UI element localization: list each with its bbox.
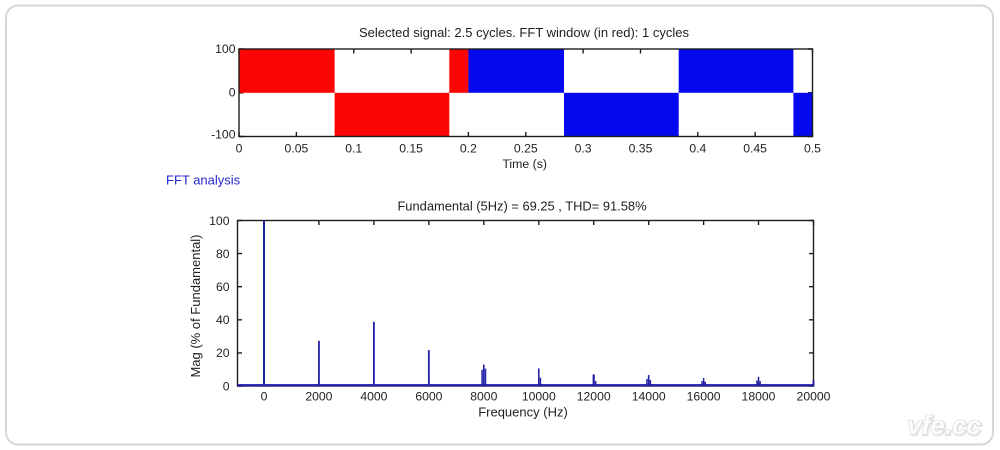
svg-text:-100: -100: [211, 127, 236, 141]
svg-text:18000: 18000: [742, 389, 776, 403]
svg-text:0.3: 0.3: [575, 142, 592, 156]
svg-text:8000: 8000: [470, 389, 497, 403]
svg-text:6000: 6000: [415, 389, 442, 403]
svg-text:0.25: 0.25: [514, 142, 538, 156]
svg-text:vfe.cc: vfe.cc: [907, 410, 981, 440]
svg-text:100: 100: [215, 42, 236, 56]
svg-text:100: 100: [209, 214, 230, 228]
svg-text:2000: 2000: [305, 389, 332, 403]
svg-text:vfe.cc: vfe.cc: [908, 411, 982, 441]
svg-text:0.15: 0.15: [399, 142, 423, 156]
svg-text:0: 0: [223, 379, 230, 393]
svg-text:16000: 16000: [687, 389, 721, 403]
svg-text:60: 60: [216, 280, 230, 294]
svg-text:20000: 20000: [797, 389, 831, 403]
svg-text:Time (s): Time (s): [502, 157, 547, 171]
svg-text:80: 80: [216, 247, 230, 261]
svg-text:4000: 4000: [360, 389, 387, 403]
svg-text:0.2: 0.2: [460, 142, 477, 156]
svg-text:0.1: 0.1: [345, 142, 362, 156]
svg-text:14000: 14000: [632, 389, 666, 403]
svg-text:10000: 10000: [522, 389, 556, 403]
svg-text:0.05: 0.05: [285, 142, 309, 156]
svg-text:0.45: 0.45: [743, 142, 767, 156]
svg-text:Mag (% of Fundamental): Mag (% of Fundamental): [188, 234, 203, 377]
svg-text:0.35: 0.35: [629, 142, 653, 156]
svg-text:0: 0: [261, 389, 268, 403]
svg-text:0.5: 0.5: [804, 142, 821, 156]
svg-text:12000: 12000: [577, 389, 611, 403]
svg-text:0: 0: [229, 85, 236, 99]
svg-text:Selected signal: 2.5 cycles. F: Selected signal: 2.5 cycles. FFT window …: [359, 25, 689, 40]
svg-text:Fundamental (5Hz) = 69.25 , TH: Fundamental (5Hz) = 69.25 , THD= 91.58%: [397, 199, 646, 214]
svg-text:20: 20: [216, 346, 230, 360]
svg-text:FFT analysis: FFT analysis: [166, 173, 241, 188]
svg-text:vfe.cc: vfe.cc: [907, 410, 981, 440]
svg-text:40: 40: [216, 313, 230, 327]
svg-text:0.4: 0.4: [689, 142, 706, 156]
svg-text:Frequency (Hz): Frequency (Hz): [478, 405, 568, 420]
svg-text:0: 0: [236, 142, 243, 156]
